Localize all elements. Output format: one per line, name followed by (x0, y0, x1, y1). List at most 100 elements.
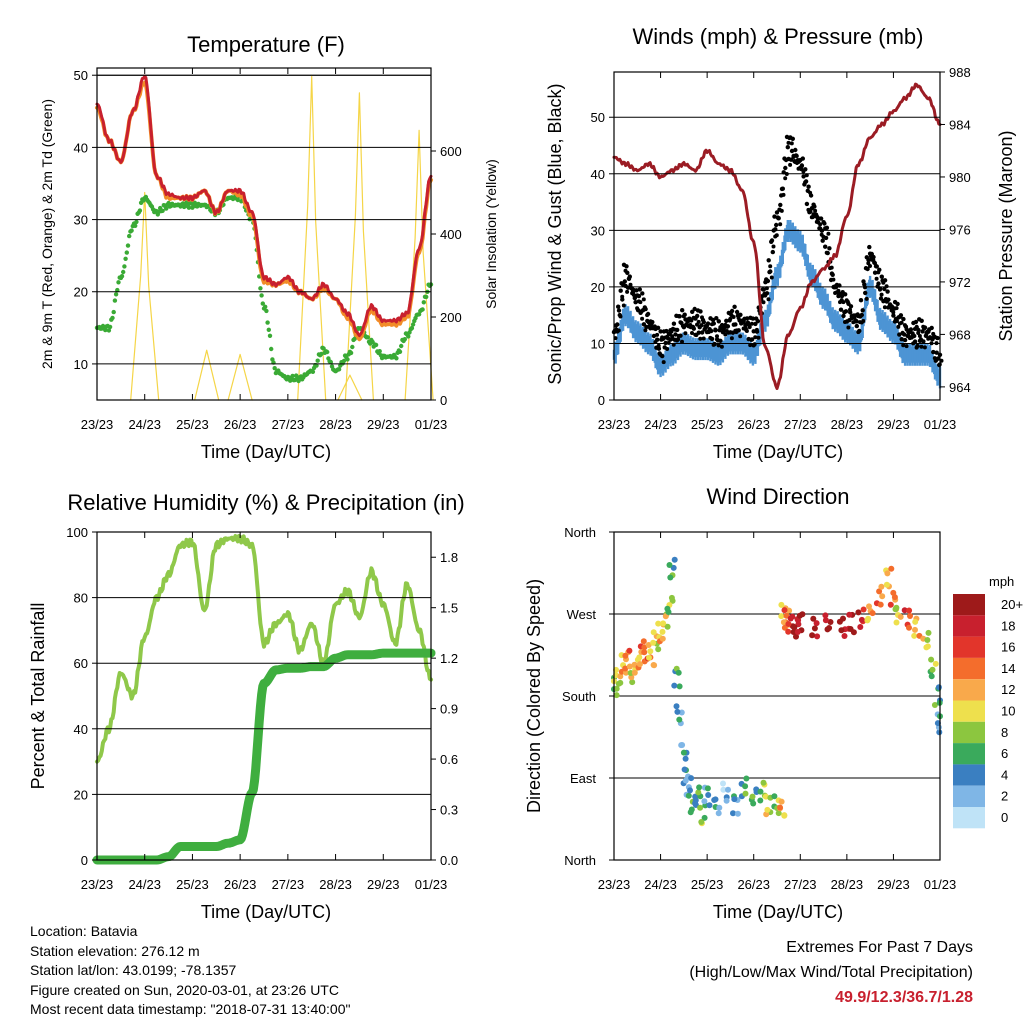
gust-point (755, 319, 761, 324)
gust-point (701, 336, 706, 341)
gust-point (625, 270, 630, 275)
dewpoint-point (119, 274, 125, 279)
direction-ytick-label: West (567, 607, 597, 622)
gust-point (800, 156, 805, 161)
dewpoint-point (272, 366, 277, 371)
humidity-title: Relative Humidity (%) & Precipitation (i… (67, 490, 464, 515)
speed-legend-label: 12 (1001, 682, 1015, 697)
direction-xtick-label: 24/23 (644, 877, 677, 892)
wind-direction-point (667, 574, 674, 581)
gust-point (712, 341, 717, 347)
wind-direction-point (715, 810, 722, 817)
winds-ytick-label-right: 968 (949, 327, 971, 342)
gust-point (823, 244, 828, 249)
gust-point (827, 246, 832, 251)
wind-direction-point (682, 777, 689, 784)
dewpoint-point (186, 205, 192, 210)
wind-direction-point (877, 601, 884, 608)
gust-point (922, 345, 927, 350)
dewpoint-point (352, 336, 357, 341)
dewpoint-point (106, 328, 112, 333)
humidity-ytick-label: 100 (66, 525, 88, 540)
temperature-xtick-label: 25/23 (176, 417, 209, 432)
direction-xtick-label: 29/23 (877, 877, 910, 892)
wind-direction-point (664, 623, 671, 630)
gust-point (718, 338, 723, 343)
dewpoint-point (115, 287, 120, 293)
dewpoint-point (328, 359, 333, 365)
gust-point (915, 343, 920, 349)
wind-direction-point (893, 604, 900, 611)
wind-direction-point (622, 665, 629, 672)
direction-ytick-label: North (564, 853, 596, 868)
direction-title: Wind Direction (706, 484, 849, 509)
winds-ytick-label: 20 (591, 280, 605, 295)
gust-point (678, 333, 683, 338)
wind-direction-point (671, 682, 678, 689)
dewpoint-point (416, 312, 422, 317)
winds-xtick-label: 27/23 (784, 417, 817, 432)
station-elevation: Station elevation: 276.12 m (30, 942, 200, 959)
speed-legend-swatch (953, 764, 985, 786)
wind-direction-point (793, 633, 799, 640)
wind-direction-point (912, 618, 919, 625)
wind-direction-point (780, 619, 787, 626)
gust-point (700, 330, 705, 335)
wind-direction-point (659, 635, 666, 642)
gust-point (727, 318, 732, 323)
gust-point (754, 329, 760, 334)
gust-point (744, 327, 749, 332)
humidity-xtick-label: 28/23 (319, 877, 352, 892)
speed-legend-swatch (953, 785, 985, 807)
wind-direction-point (650, 629, 657, 636)
dewpoint-point (113, 292, 119, 297)
dewpoint-point (310, 369, 316, 374)
gust-point (785, 145, 790, 150)
gust-point (908, 327, 914, 332)
wind-direction-point (650, 639, 657, 646)
wind-direction-point (706, 802, 713, 809)
wind-direction-point (673, 703, 680, 710)
gust-point (896, 324, 901, 329)
gust-point (714, 316, 719, 321)
gust-point (617, 312, 622, 318)
gust-point (841, 313, 846, 319)
dewpoint-point (325, 349, 330, 355)
wind-direction-point (678, 742, 685, 749)
temp-9m-line (95, 80, 433, 342)
gust-point (711, 321, 716, 326)
speed-legend-swatch (953, 743, 985, 765)
dewpoint-point (424, 294, 429, 300)
dewpoint-point (263, 304, 268, 309)
humidity-ytick-label-right: 1.8 (440, 550, 458, 565)
gust-point (680, 339, 684, 344)
humidity-xtick-label: 25/23 (176, 877, 209, 892)
humidity-ytick-label: 40 (74, 722, 88, 737)
wind-direction-point (786, 607, 793, 614)
direction-xticks: 23/23 24/23 25/23 26/23 27/23 28/23 29/23 01/23 (598, 532, 956, 892)
wind-direction-point (674, 708, 681, 715)
extremes-subheading: (High/Low/Max Wind/Total Precipitation) (689, 964, 973, 981)
dewpoint-point (129, 228, 134, 233)
speed-legend-label: 16 (1001, 640, 1015, 655)
winds-title: Winds (mph) & Pressure (mb) (633, 24, 924, 49)
temperature-ytick-label: 20 (74, 285, 88, 300)
wind-direction-point (924, 643, 931, 650)
wind-direction-point (675, 669, 682, 676)
wind-direction-point (617, 673, 624, 680)
humidity-ytick-label: 60 (74, 656, 88, 671)
direction-ytick-label: East (570, 771, 596, 786)
wind-direction-point (631, 669, 638, 676)
wind-direction-point (912, 626, 918, 633)
wind-direction-point (712, 796, 719, 803)
gust-point (690, 331, 694, 335)
gust-point (701, 319, 706, 325)
speed-legend-swatch (953, 615, 985, 637)
wind-direction-point (676, 716, 683, 723)
gust-point (778, 222, 783, 227)
wind-direction-point (636, 654, 643, 661)
speed-legend-swatch (953, 657, 985, 680)
gust-point (866, 257, 871, 263)
wind-direction-point (670, 564, 677, 571)
wind-direction-point (687, 787, 693, 794)
